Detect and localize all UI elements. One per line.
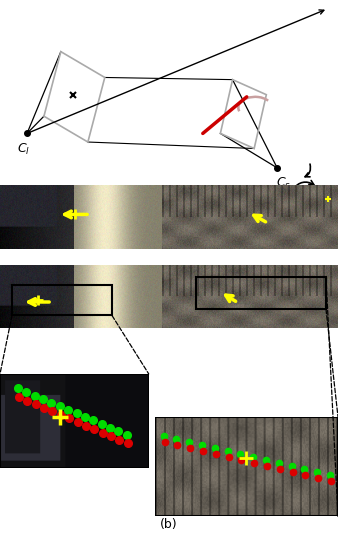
Text: (a): (a) [160,200,178,213]
Text: (b): (b) [160,518,178,531]
Text: $C_l$: $C_l$ [17,142,30,157]
Bar [196,278,326,309]
Text: $C_s$: $C_s$ [276,176,291,192]
Bar [12,285,112,315]
